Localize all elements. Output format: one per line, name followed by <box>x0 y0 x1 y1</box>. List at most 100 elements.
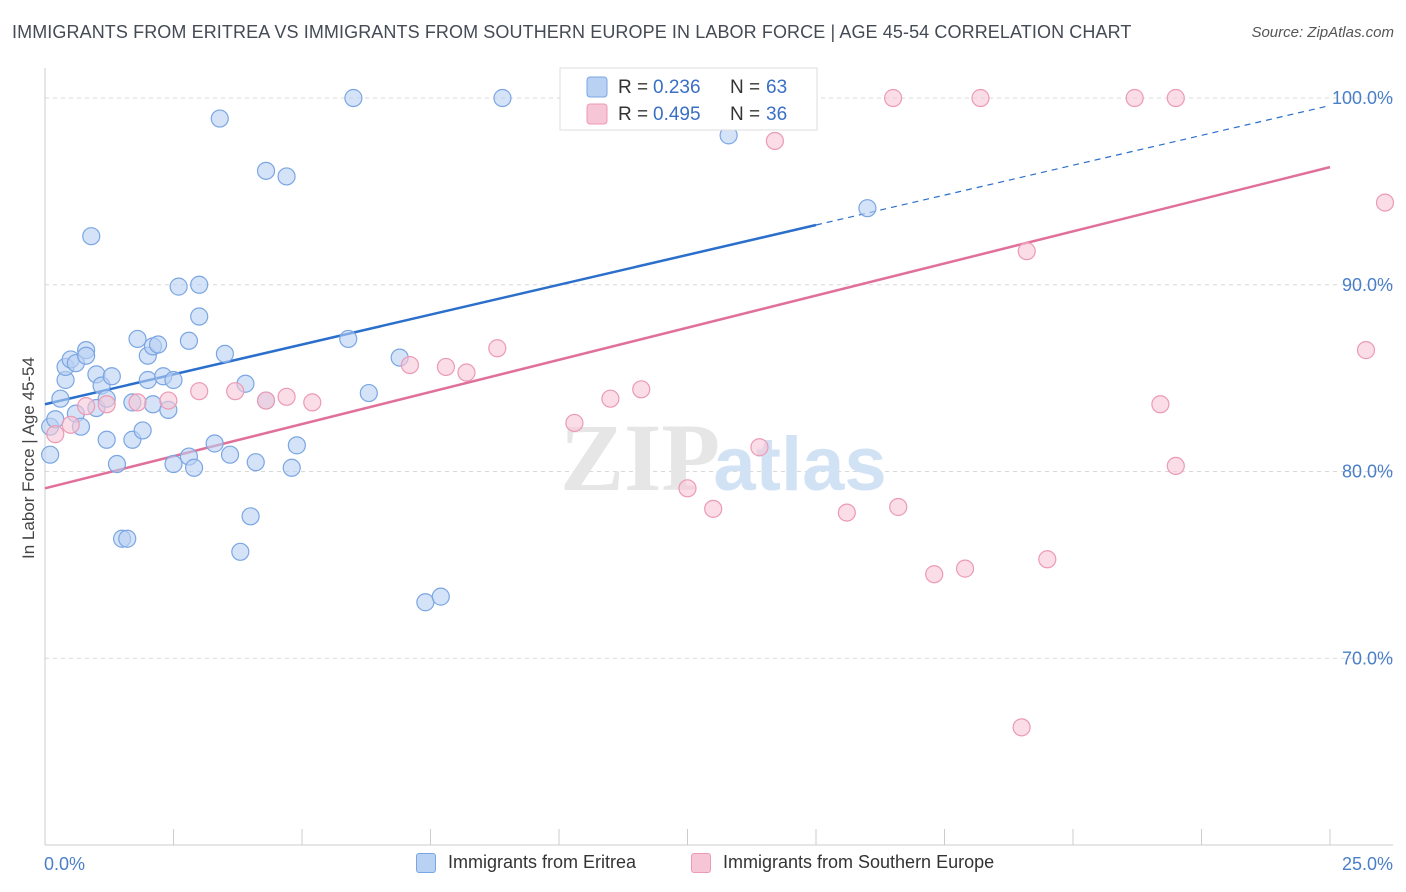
point-eritrea <box>339 329 358 349</box>
legend-swatch-southern-europe <box>586 103 608 125</box>
point-eritrea <box>858 199 877 218</box>
point-southern-europe <box>837 503 856 522</box>
watermark-zip: ZIP <box>560 404 720 511</box>
point-eritrea <box>210 109 229 128</box>
legend-n-label-1: N = <box>730 77 760 98</box>
point-eritrea <box>143 395 163 414</box>
point-southern-europe <box>971 88 990 108</box>
point-southern-europe <box>436 357 456 377</box>
point-eritrea <box>82 227 101 246</box>
point-southern-europe <box>765 131 784 151</box>
point-eritrea <box>51 389 70 408</box>
point-eritrea <box>344 88 363 108</box>
point-eritrea <box>148 335 168 354</box>
point-southern-europe <box>750 438 769 457</box>
source-credit: Source: ZipAtlas.com <box>1251 24 1394 41</box>
point-southern-europe <box>1125 88 1144 108</box>
point-eritrea <box>205 434 224 453</box>
point-southern-europe <box>400 355 420 375</box>
point-eritrea <box>493 88 512 108</box>
point-eritrea <box>215 344 234 363</box>
trend-line-southern-europe <box>44 165 1331 490</box>
point-southern-europe <box>488 339 507 358</box>
legend-n-label-2: N = <box>730 104 760 125</box>
point-eritrea <box>190 307 209 326</box>
point-eritrea <box>133 421 152 440</box>
legend-r-value-2: 0.495 <box>653 104 701 125</box>
point-southern-europe <box>46 425 65 444</box>
y-axis-title: In Labor Force | Age 45-54 <box>19 357 38 559</box>
bottom-legend-label-eritrea: Immigrants from Eritrea <box>448 852 637 872</box>
point-eritrea <box>128 329 147 349</box>
point-southern-europe <box>303 393 322 412</box>
point-eritrea <box>416 593 435 612</box>
watermark: ZIP atlas <box>560 404 887 511</box>
point-eritrea <box>164 454 183 474</box>
y-tick-label: 100.0% <box>1332 88 1393 108</box>
watermark-atlas: atlas <box>713 422 886 507</box>
point-southern-europe <box>678 479 697 498</box>
point-southern-europe <box>1166 88 1185 108</box>
point-southern-europe <box>77 397 96 416</box>
point-eritrea <box>138 370 157 390</box>
point-eritrea <box>282 458 301 477</box>
point-southern-europe <box>632 380 651 399</box>
point-southern-europe <box>1038 550 1057 569</box>
x-tick-label: 25.0% <box>1342 854 1393 874</box>
point-eritrea <box>241 507 260 526</box>
point-eritrea <box>184 458 204 477</box>
point-southern-europe <box>1356 341 1376 360</box>
point-southern-europe <box>925 565 944 584</box>
point-southern-europe <box>955 559 975 578</box>
point-southern-europe <box>565 413 584 433</box>
point-southern-europe <box>226 382 245 401</box>
point-eritrea <box>359 383 378 403</box>
point-eritrea <box>102 367 121 386</box>
legend-r-label-1: R = <box>618 77 648 98</box>
bottom-legend-swatch-eritrea <box>416 852 436 873</box>
tick-labels: 100.0% 90.0% 80.0% 70.0% 0.0% 25.0% <box>44 88 1393 874</box>
point-southern-europe <box>128 393 147 412</box>
y-tick-label: 70.0% <box>1342 648 1393 668</box>
point-southern-europe <box>1012 718 1031 737</box>
bottom-legend: Immigrants from Eritrea Immigrants from … <box>0 852 1406 878</box>
point-southern-europe <box>883 88 903 108</box>
legend-r-label-2: R = <box>618 104 648 125</box>
bottom-legend-label-southern-europe: Immigrants from Southern Europe <box>723 852 995 872</box>
point-southern-europe <box>704 499 723 518</box>
point-southern-europe <box>1375 193 1395 212</box>
point-southern-europe <box>97 395 116 414</box>
point-southern-europe <box>61 415 80 434</box>
point-southern-europe <box>256 391 276 410</box>
point-eritrea <box>246 453 265 472</box>
point-eritrea <box>220 445 240 464</box>
point-southern-europe <box>159 391 178 410</box>
point-eritrea <box>77 346 96 365</box>
point-eritrea <box>164 370 183 390</box>
point-eritrea <box>190 275 209 294</box>
trend-line-extension-eritrea <box>815 104 1331 226</box>
point-southern-europe <box>277 387 296 406</box>
bottom-legend-swatch-southern-europe <box>691 852 711 873</box>
point-eritrea <box>41 445 60 464</box>
legend-swatch-eritrea <box>586 76 608 98</box>
point-southern-europe <box>1151 395 1170 414</box>
bottom-legend-item-eritrea: Immigrants from Eritrea <box>416 852 636 873</box>
legend-r-value-1: 0.236 <box>653 77 701 98</box>
point-eritrea <box>107 454 127 474</box>
legend-n-value-2: 36 <box>766 104 787 125</box>
y-tick-label: 90.0% <box>1342 275 1393 295</box>
point-eritrea <box>231 542 250 561</box>
point-southern-europe <box>190 382 209 401</box>
legend-n-value-1: 63 <box>766 77 787 98</box>
legend-box: R = 0.236 N = 63 R = 0.495 N = 36 <box>559 67 818 131</box>
bottom-legend-item-southern-europe: Immigrants from Southern Europe <box>691 852 994 873</box>
point-southern-europe <box>1166 456 1185 476</box>
point-eritrea <box>179 331 199 350</box>
point-eritrea <box>431 587 450 606</box>
x-tick-label: 0.0% <box>44 854 85 874</box>
point-eritrea <box>97 430 116 449</box>
y-tick-label: 80.0% <box>1342 462 1393 482</box>
chart-title: IMMIGRANTS FROM ERITREA VS IMMIGRANTS FR… <box>12 22 1132 42</box>
